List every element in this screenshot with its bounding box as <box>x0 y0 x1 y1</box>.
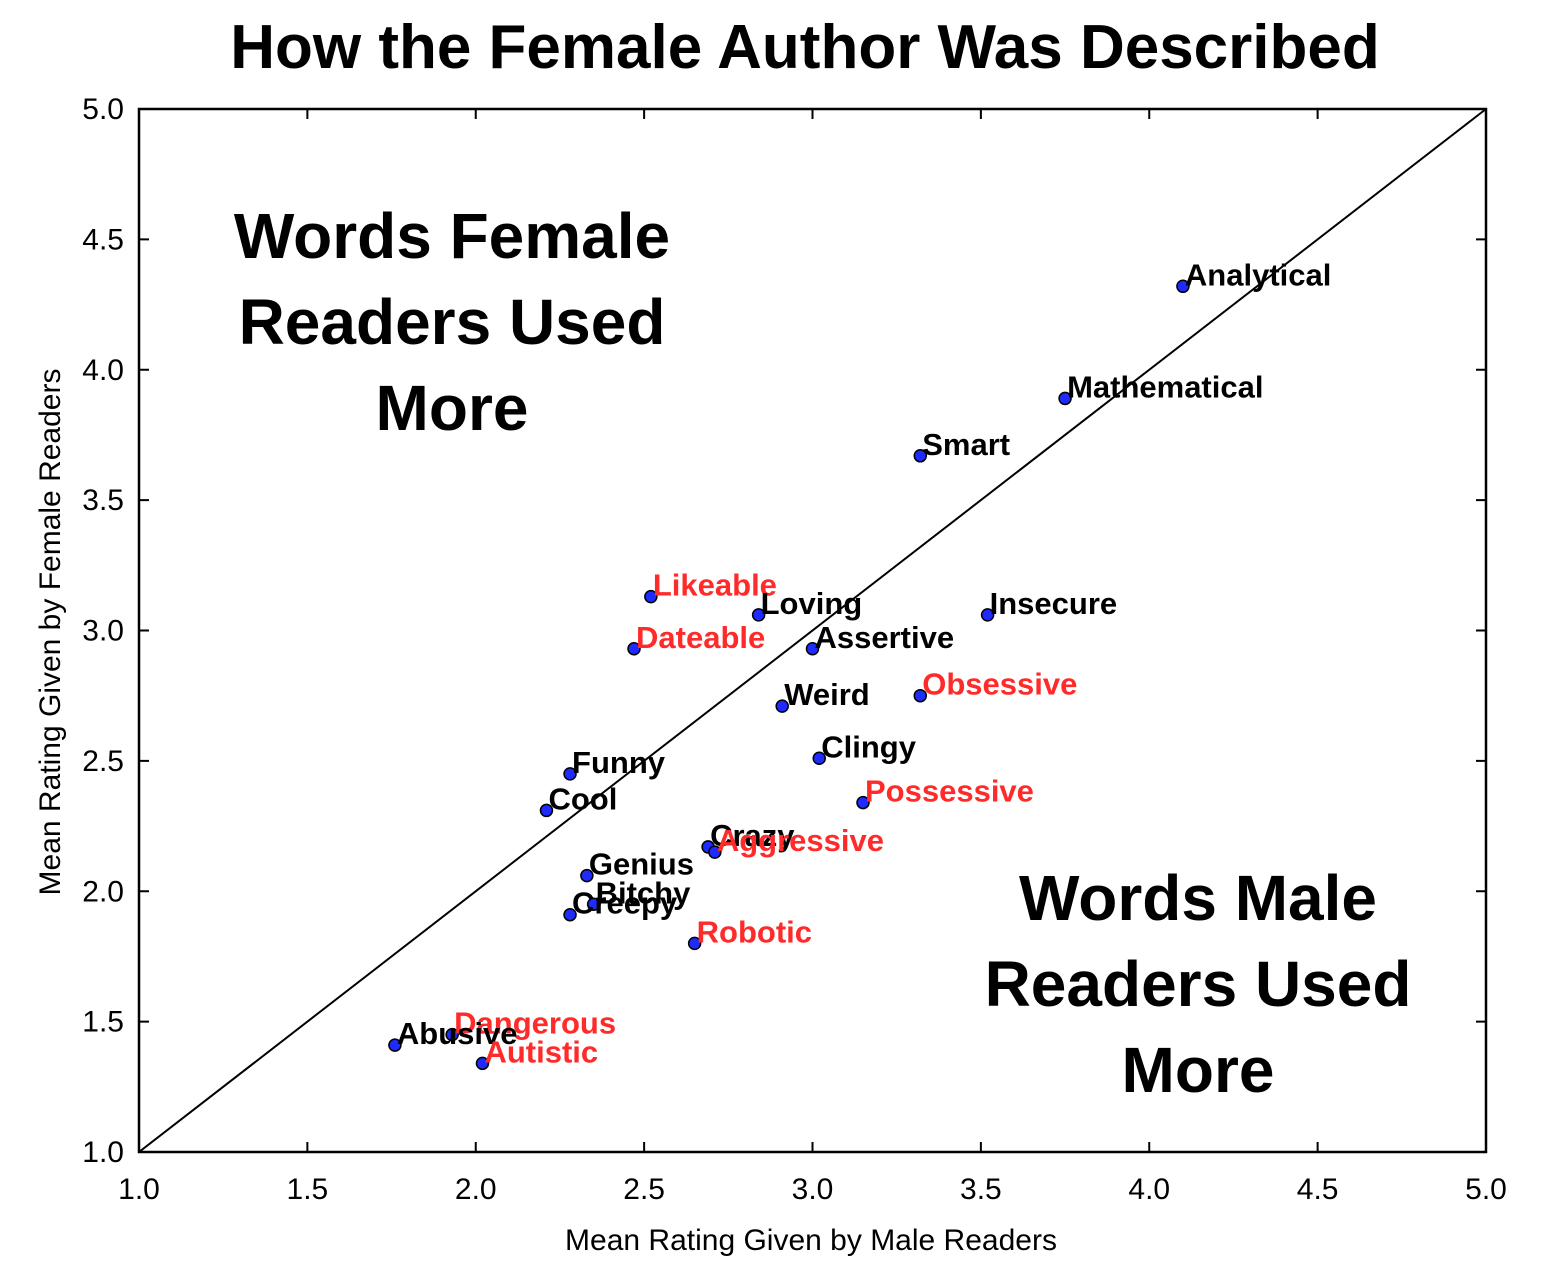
data-point-label: Genius <box>589 847 694 882</box>
data-point <box>708 845 722 859</box>
data-point-label: Dangerous <box>454 1006 616 1041</box>
x-tick-label: 2.5 <box>623 1173 665 1206</box>
data-point <box>627 642 641 656</box>
data-point <box>751 608 766 622</box>
y-tick-label: 2.0 <box>82 875 124 908</box>
data-point-label: Clingy <box>821 729 916 764</box>
y-tick-label: 4.5 <box>82 223 124 256</box>
data-point <box>805 642 820 656</box>
x-tick-label: 2.0 <box>455 1173 497 1206</box>
data-point <box>563 907 577 922</box>
diagonal-reference-line <box>138 108 1487 1153</box>
y-tick-label: 1.5 <box>82 1006 124 1039</box>
data-point-label: Loving <box>761 586 863 621</box>
x-tick-label: 3.0 <box>792 1173 834 1206</box>
data-point-label: Abusive <box>397 1016 518 1051</box>
x-tick-label: 1.0 <box>118 1173 160 1206</box>
data-point-label: Insecure <box>990 586 1118 621</box>
region-label-male: Words Male Readers Used More <box>985 862 1412 1106</box>
region-label-line: More <box>376 372 529 444</box>
data-point <box>913 449 928 463</box>
data-point-label: Smart <box>922 427 1010 462</box>
x-axis-label: Mean Rating Given by Male Readers <box>565 1224 1057 1257</box>
data-points: Analytical Mathematical Smart LikeableLovin… <box>388 257 1331 1071</box>
data-point-label: Funny <box>572 745 666 780</box>
data-point <box>644 589 658 604</box>
y-tick-label: 3.0 <box>82 615 124 648</box>
data-point-label: Creepy <box>572 886 678 921</box>
chart-title: How the Female Author Was Described <box>230 13 1380 82</box>
data-point-label: Analytical <box>1185 257 1331 292</box>
data-point <box>563 767 577 781</box>
data-point-label: Autistic <box>484 1034 598 1069</box>
data-point <box>913 688 928 703</box>
y-tick-label: 2.5 <box>82 745 124 778</box>
data-point-label: Robotic <box>697 914 812 949</box>
axis-ticks: 1.0 1.5 2.0 2.5 3.0 3.5 4.0 4.5 5.0 1.0 1.5 2.0 2.5 3… <box>82 93 1507 1206</box>
data-point-label: Dateable <box>636 620 765 655</box>
y-tick-label: 5.0 <box>82 93 124 126</box>
region-label-line: Words Male <box>1019 862 1377 934</box>
x-tick-label: 4.0 <box>1128 1173 1170 1206</box>
region-label-line: Words Female <box>234 200 670 272</box>
data-point <box>775 699 789 713</box>
data-point <box>812 751 826 766</box>
data-point-label: Possessive <box>865 774 1034 809</box>
data-point <box>586 897 601 912</box>
data-point-label: Bitchy <box>596 875 692 910</box>
data-point-label: Assertive <box>815 620 955 655</box>
data-point <box>539 803 554 818</box>
y-tick-label: 1.0 <box>82 1136 124 1169</box>
x-tick-label: 3.5 <box>960 1173 1002 1206</box>
y-tick-label: 3.5 <box>82 484 124 517</box>
data-point <box>980 608 995 622</box>
y-tick-label: 4.0 <box>82 354 124 387</box>
data-point-label: Cool <box>548 781 617 816</box>
region-label-line: More <box>1122 1034 1275 1106</box>
region-label-line: Readers Used <box>239 286 666 358</box>
data-point-label: Aggressive <box>717 823 884 858</box>
data-point <box>445 1027 459 1042</box>
y-axis-label: Mean Rating Given by Female Readers <box>34 369 67 896</box>
region-label-female: Words Female Readers Used More <box>234 200 670 444</box>
data-point <box>580 868 594 883</box>
data-point <box>687 936 702 951</box>
data-point-label: Weird <box>784 677 870 712</box>
data-point-label: Crazy <box>710 818 795 853</box>
data-point <box>856 795 870 810</box>
data-point-label: Obsessive <box>922 667 1077 702</box>
data-point-label: Likeable <box>653 568 777 603</box>
x-tick-label: 1.5 <box>287 1173 329 1206</box>
region-label-line: Readers Used <box>985 948 1412 1020</box>
data-point <box>475 1056 490 1071</box>
data-point <box>388 1038 402 1052</box>
x-tick-label: 4.5 <box>1297 1173 1339 1206</box>
data-point-label: Mathematical <box>1067 369 1263 404</box>
x-tick-label: 5.0 <box>1465 1173 1507 1206</box>
data-point <box>1058 391 1072 406</box>
data-point <box>1176 279 1190 294</box>
